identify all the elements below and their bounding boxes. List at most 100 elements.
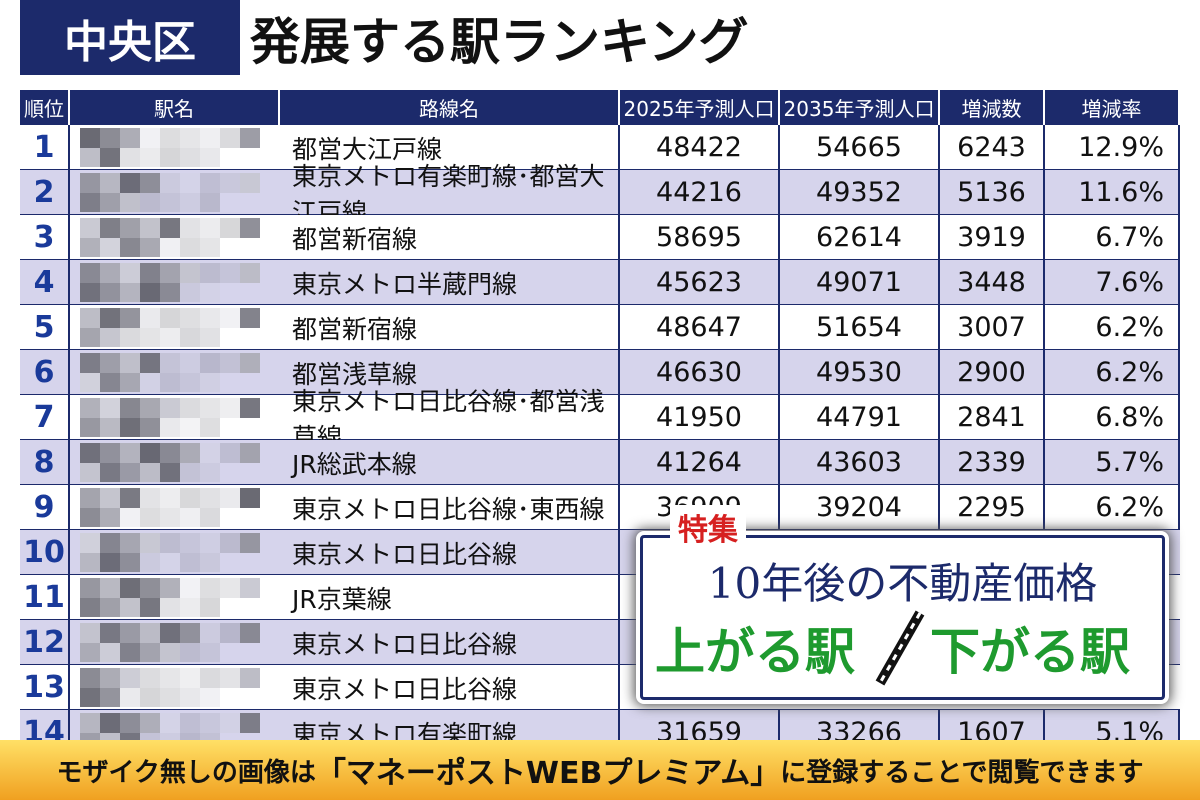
mosaic-block: [140, 552, 160, 572]
cell: 12.9%: [1045, 125, 1180, 170]
mosaic-block: [140, 443, 160, 463]
mosaic-block: [200, 687, 220, 707]
mosaic-block: [140, 147, 160, 167]
row-bg: [20, 305, 1180, 350]
mosaic-block: [80, 353, 100, 373]
mosaic-block: [120, 668, 140, 688]
mosaic-block: [160, 597, 180, 617]
mosaic-block: [180, 687, 200, 707]
mosaic-block: [80, 443, 100, 463]
cell: 東京メトロ日比谷線: [280, 530, 620, 575]
mosaic: [80, 443, 260, 482]
mosaic-block: [200, 237, 220, 257]
mosaic-block: [180, 327, 200, 347]
mosaic-block: [120, 552, 140, 572]
mosaic-block: [80, 713, 100, 733]
rank-border: [68, 305, 70, 350]
mosaic-block: [240, 623, 260, 643]
rank-border: [68, 215, 70, 260]
mosaic-block: [120, 713, 140, 733]
mosaic-block: [180, 372, 200, 392]
mosaic-block: [180, 507, 200, 527]
mosaic-block: [80, 327, 100, 347]
mosaic: [80, 668, 260, 707]
mosaic-block: [100, 173, 120, 193]
mosaic-block: [180, 533, 200, 553]
mosaic-block: [220, 668, 240, 688]
mosaic: [80, 533, 260, 572]
mosaic-block: [200, 507, 220, 527]
mosaic-block: [240, 533, 260, 553]
row-bg: [20, 215, 1180, 260]
mosaic-block: [100, 147, 120, 167]
cell: 都営新宿線: [280, 215, 620, 260]
mosaic-block: [80, 308, 100, 328]
mosaic-block: [220, 578, 240, 598]
mosaic-block: [160, 218, 180, 238]
mosaic-block: [180, 668, 200, 688]
banner: モザイク無しの画像は 「マネーポストWEBプレミアム」 に登録することで閲覧できます: [0, 740, 1200, 800]
cell: JR総武本線: [280, 440, 620, 485]
mosaic-block: [80, 282, 100, 302]
mosaic-block: [100, 282, 120, 302]
cell: 6243: [940, 125, 1045, 170]
mosaic-block: [100, 218, 120, 238]
cell: 4: [20, 260, 70, 305]
mosaic-block: [120, 443, 140, 463]
mosaic-block: [80, 687, 100, 707]
cell: 6.2%: [1045, 305, 1180, 350]
mosaic-block: [100, 263, 120, 283]
mosaic-block: [140, 353, 160, 373]
mosaic-block: [160, 147, 180, 167]
mosaic-block: [200, 282, 220, 302]
cell: 2900: [940, 350, 1045, 395]
mosaic-block: [200, 597, 220, 617]
mosaic-block: [160, 263, 180, 283]
mosaic-block: [160, 282, 180, 302]
mosaic-block: [140, 128, 160, 148]
mosaic-block: [180, 462, 200, 482]
mosaic-block: [220, 488, 240, 508]
mosaic-block: [140, 237, 160, 257]
mosaic-block: [160, 308, 180, 328]
cell: 49352: [780, 170, 940, 215]
mosaic-block: [240, 308, 260, 328]
mosaic-block: [180, 263, 200, 283]
mosaic-block: [80, 642, 100, 662]
mosaic-block: [140, 173, 160, 193]
mosaic-block: [100, 597, 120, 617]
mosaic-block: [180, 398, 200, 418]
mosaic-block: [120, 237, 140, 257]
mosaic-block: [240, 713, 260, 733]
mosaic-block: [220, 128, 240, 148]
cell: 48422: [620, 125, 780, 170]
mosaic-block: [160, 578, 180, 598]
mosaic-block: [180, 128, 200, 148]
cell: 3: [20, 215, 70, 260]
mosaic-block: [100, 533, 120, 553]
feature-up: 上がる駅: [655, 623, 855, 681]
cell: 2: [20, 170, 70, 215]
mosaic: [80, 218, 260, 257]
mosaic-block: [80, 237, 100, 257]
mosaic-block: [200, 398, 220, 418]
mosaic-block: [180, 552, 200, 572]
cell: 44791: [780, 395, 940, 440]
cell: 東京メトロ日比谷線･東西線: [280, 485, 620, 530]
mosaic-block: [200, 173, 220, 193]
mosaic-block: [80, 147, 100, 167]
mosaic-block: [120, 263, 140, 283]
cell: 5.7%: [1045, 440, 1180, 485]
rank-border: [68, 710, 70, 755]
mosaic-block: [140, 372, 160, 392]
mosaic-block: [240, 668, 260, 688]
mosaic-block: [100, 128, 120, 148]
cell: 東京メトロ日比谷線: [280, 665, 620, 710]
mosaic-block: [140, 192, 160, 212]
mosaic-block: [100, 327, 120, 347]
cell: 11.6%: [1045, 170, 1180, 215]
mosaic-block: [160, 713, 180, 733]
mosaic-block: [180, 353, 200, 373]
mosaic-block: [180, 443, 200, 463]
feature-title: 10年後の不動産価格: [707, 559, 1098, 608]
